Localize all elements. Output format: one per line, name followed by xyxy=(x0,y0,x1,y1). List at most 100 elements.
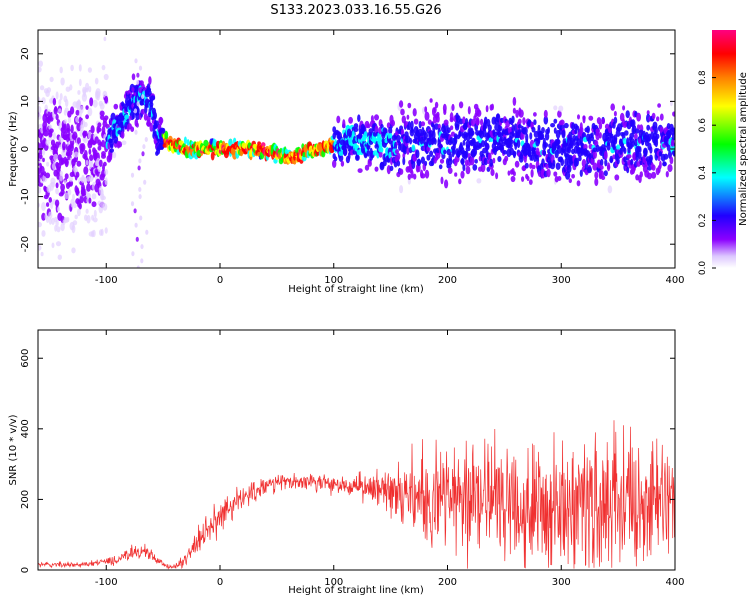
spectrogram-cell xyxy=(671,132,675,141)
spectrogram-cell xyxy=(86,214,91,224)
spectrogram-cell xyxy=(495,113,501,123)
spectrogram-x-tick-label: 300 xyxy=(552,275,571,286)
spectrogram-cell xyxy=(622,137,628,145)
spectrogram-cell xyxy=(138,65,143,71)
spectrogram-cell xyxy=(84,130,88,137)
spectrogram-cell xyxy=(49,76,54,83)
spectrogram-cell xyxy=(113,135,119,144)
spectrogram-cell xyxy=(600,158,604,166)
spectrogram-cell xyxy=(655,133,660,139)
spectrogram-cell xyxy=(101,195,106,201)
spectrogram-cell xyxy=(515,109,519,118)
spectrogram-cell xyxy=(553,171,558,177)
spectrogram-cell xyxy=(438,164,443,170)
spectrogram-cell xyxy=(656,116,660,122)
spectrogram-cell xyxy=(101,153,106,159)
spectrogram-cell xyxy=(77,90,81,95)
spectrogram-cell xyxy=(613,110,617,117)
spectrogram-cell xyxy=(124,114,130,120)
spectrogram-cell xyxy=(161,127,166,135)
spectrogram-cell xyxy=(512,171,516,177)
spectrogram-cell xyxy=(409,137,413,145)
spectrogram-cell xyxy=(103,73,109,81)
spectrogram-cell xyxy=(302,152,307,158)
spectrogram-cell xyxy=(524,162,529,169)
spectrogram-cell xyxy=(363,131,368,139)
spectrogram-cell xyxy=(460,170,465,179)
spectrogram-cell xyxy=(113,103,119,110)
spectrogram-cell xyxy=(411,160,416,170)
spectrogram-cell xyxy=(141,151,145,157)
spectrogram-cell xyxy=(636,112,641,122)
spectrogram-cell xyxy=(109,138,114,148)
spectrogram-cell xyxy=(55,241,62,247)
spectrogram-cell xyxy=(603,170,608,177)
spectrogram-cell xyxy=(58,99,62,106)
spectrogram-cell xyxy=(117,141,123,148)
spectrogram-cell xyxy=(132,113,135,120)
spectrogram-cell xyxy=(78,78,82,87)
spectrogram-cell xyxy=(601,118,605,125)
spectrogram-cell xyxy=(56,226,61,233)
spectrogram-cell xyxy=(158,116,164,125)
spectrogram-cell xyxy=(63,119,68,124)
spectrogram-cell xyxy=(338,154,344,162)
spectrogram-cell xyxy=(353,127,359,132)
spectrogram-y-axis-label: Frequency (Hz) xyxy=(8,111,19,187)
colorbar-tick-label: 0.8 xyxy=(698,70,708,85)
spectrogram-cell xyxy=(420,156,425,164)
spectrogram-cell xyxy=(130,172,135,178)
spectrogram-cell xyxy=(433,106,437,114)
spectrogram-cell xyxy=(48,211,53,219)
spectrogram-cell xyxy=(625,110,630,119)
spectrogram-cell xyxy=(454,123,460,131)
spectrogram-cell xyxy=(400,108,405,116)
spectrogram-cell xyxy=(510,175,516,183)
snr-x-ticks: -100 0 100 200 300 400 xyxy=(95,330,685,588)
spectrogram-cell xyxy=(517,118,522,125)
spectrogram-cell xyxy=(399,185,404,194)
spectrogram-cell xyxy=(103,36,107,42)
spectrogram-cell xyxy=(67,117,71,124)
spectrogram-cell xyxy=(351,130,355,138)
spectrogram-cell xyxy=(494,123,499,131)
spectrogram-cell xyxy=(624,130,629,136)
spectrogram-cell xyxy=(153,111,157,120)
spectrogram-cell xyxy=(415,149,420,159)
snr-x-tick-label: 100 xyxy=(324,577,343,588)
spectrogram-cell xyxy=(595,131,600,141)
spectrogram-cell xyxy=(374,114,379,121)
spectrogram-cell xyxy=(46,202,50,207)
spectrogram-cell xyxy=(492,157,496,164)
spectrogram-cell xyxy=(588,115,594,121)
spectrogram-cell xyxy=(136,72,140,78)
spectrogram-cell xyxy=(352,150,358,155)
spectrogram-cell xyxy=(657,103,661,108)
spectrogram-cell xyxy=(148,76,152,85)
spectrogram-cell xyxy=(462,140,466,146)
spectrogram-cell xyxy=(639,171,643,178)
spectrogram-cell xyxy=(579,122,583,130)
spectrogram-cell xyxy=(93,209,97,218)
spectrogram-cell xyxy=(104,177,108,186)
spectrogram-cell xyxy=(140,244,144,250)
spectrogram-cell xyxy=(78,64,82,72)
spectrogram-cell xyxy=(416,127,419,137)
spectrogram-cell xyxy=(434,101,439,109)
spectrogram-cell xyxy=(410,120,414,130)
figure-title: S133.2023.033.16.55.G26 xyxy=(270,3,441,18)
spectrogram-cell xyxy=(649,146,653,154)
spectrogram-cell xyxy=(514,160,520,168)
spectrogram-cell xyxy=(598,122,603,130)
spectrogram-y-tick-label: 10 xyxy=(20,95,31,108)
spectrogram-cell xyxy=(183,136,187,145)
spectrogram-cell xyxy=(353,123,359,129)
spectrogram-cell xyxy=(60,157,65,163)
spectrogram-cell xyxy=(46,87,52,93)
spectrogram-cell xyxy=(452,143,456,151)
spectrogram-cell xyxy=(399,100,404,108)
spectrogram-cell xyxy=(651,112,656,120)
spectrogram-cell xyxy=(109,148,114,153)
spectrogram-cell xyxy=(447,167,453,174)
